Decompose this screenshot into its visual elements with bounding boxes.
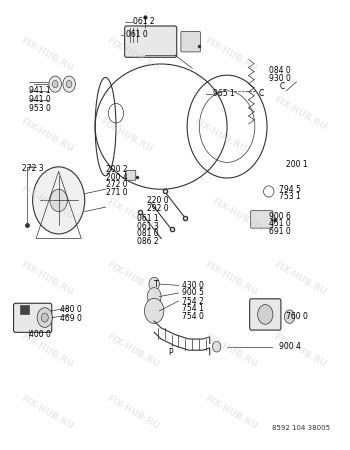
Text: 081 0: 081 0 bbox=[137, 230, 159, 238]
Text: FIX-HUB.RU: FIX-HUB.RU bbox=[19, 394, 74, 432]
Text: 200 1: 200 1 bbox=[286, 160, 308, 169]
Text: 400 0: 400 0 bbox=[29, 330, 51, 339]
Text: 430 0: 430 0 bbox=[182, 281, 204, 290]
FancyBboxPatch shape bbox=[181, 32, 200, 52]
Circle shape bbox=[33, 167, 85, 234]
Text: FIX-HUB.RU: FIX-HUB.RU bbox=[203, 332, 258, 369]
Circle shape bbox=[41, 313, 48, 322]
Circle shape bbox=[145, 298, 164, 324]
Text: FIX-HUB.RU: FIX-HUB.RU bbox=[106, 260, 161, 297]
Circle shape bbox=[147, 288, 161, 306]
Text: 451 0: 451 0 bbox=[269, 219, 290, 228]
Text: FIX-HUB.RU: FIX-HUB.RU bbox=[106, 394, 161, 432]
Text: FIX-HUB.RU: FIX-HUB.RU bbox=[272, 332, 328, 369]
Text: 469 0: 469 0 bbox=[61, 314, 82, 323]
Text: FIX-HUB.RU: FIX-HUB.RU bbox=[203, 394, 258, 432]
Text: FIX-HUB.RU: FIX-HUB.RU bbox=[19, 117, 74, 154]
Text: 061 2: 061 2 bbox=[133, 17, 155, 26]
Text: 292 0: 292 0 bbox=[147, 203, 169, 212]
Text: 794 5: 794 5 bbox=[279, 184, 301, 194]
Text: 941 0: 941 0 bbox=[29, 95, 51, 104]
Text: 965 1: 965 1 bbox=[213, 90, 235, 99]
Text: 930 0: 930 0 bbox=[269, 74, 290, 83]
Text: 900 4: 900 4 bbox=[279, 342, 301, 351]
Text: 272 3: 272 3 bbox=[22, 164, 44, 173]
Text: 272 0: 272 0 bbox=[106, 180, 127, 189]
Text: FIX-HUB.RU: FIX-HUB.RU bbox=[106, 332, 161, 369]
Text: FIX-HUB.RU: FIX-HUB.RU bbox=[19, 332, 74, 369]
Circle shape bbox=[212, 341, 221, 352]
Text: 220 0: 220 0 bbox=[147, 196, 169, 205]
Text: 200 2: 200 2 bbox=[106, 165, 127, 174]
Text: 271 0: 271 0 bbox=[106, 188, 127, 197]
Text: FIX-HUB.RU: FIX-HUB.RU bbox=[19, 36, 74, 74]
Circle shape bbox=[37, 308, 52, 328]
FancyBboxPatch shape bbox=[14, 303, 52, 333]
Circle shape bbox=[258, 305, 273, 324]
Text: 061 1: 061 1 bbox=[137, 214, 159, 223]
Text: P: P bbox=[168, 348, 173, 357]
Text: 953 0: 953 0 bbox=[29, 104, 51, 113]
Text: FIX-HUB.RU: FIX-HUB.RU bbox=[272, 94, 328, 132]
FancyBboxPatch shape bbox=[125, 26, 177, 57]
Text: C: C bbox=[279, 82, 285, 91]
Circle shape bbox=[285, 310, 295, 324]
Circle shape bbox=[49, 76, 62, 92]
Text: 061 3: 061 3 bbox=[137, 222, 159, 231]
Text: 760 0: 760 0 bbox=[286, 312, 308, 321]
FancyBboxPatch shape bbox=[250, 299, 281, 330]
Text: FIX-HUB.RU: FIX-HUB.RU bbox=[106, 36, 161, 74]
Text: 900 5: 900 5 bbox=[182, 288, 204, 297]
Text: FIX-HUB.RU: FIX-HUB.RU bbox=[19, 184, 74, 221]
Text: 8592 104 38005: 8592 104 38005 bbox=[272, 426, 330, 432]
Text: 941 1: 941 1 bbox=[29, 86, 51, 95]
Text: FIX-HUB.RU: FIX-HUB.RU bbox=[272, 260, 328, 297]
Circle shape bbox=[52, 81, 58, 88]
Text: FIX-HUB.RU: FIX-HUB.RU bbox=[203, 260, 258, 297]
Text: 754 2: 754 2 bbox=[182, 297, 204, 306]
Text: FIX-HUB.RU: FIX-HUB.RU bbox=[106, 198, 161, 235]
Text: FIX-HUB.RU: FIX-HUB.RU bbox=[99, 117, 154, 154]
Circle shape bbox=[63, 76, 75, 92]
Text: 754 1: 754 1 bbox=[182, 304, 204, 313]
Text: FIX-HUB.RU: FIX-HUB.RU bbox=[203, 36, 258, 74]
Text: 086 2: 086 2 bbox=[137, 238, 159, 247]
Text: C: C bbox=[258, 89, 264, 98]
Circle shape bbox=[149, 277, 159, 291]
Text: 084 0: 084 0 bbox=[269, 66, 290, 75]
FancyBboxPatch shape bbox=[126, 171, 136, 180]
Text: FIX-HUB.RU: FIX-HUB.RU bbox=[19, 260, 74, 297]
Text: FIX-HUB.RU: FIX-HUB.RU bbox=[193, 117, 248, 154]
Text: FIX-HUB.RU: FIX-HUB.RU bbox=[210, 198, 265, 235]
Text: 900 6: 900 6 bbox=[269, 212, 290, 220]
Text: 200 4: 200 4 bbox=[106, 173, 127, 182]
Text: 480 0: 480 0 bbox=[61, 306, 82, 315]
Bar bbox=[21, 305, 29, 314]
Text: 754 0: 754 0 bbox=[182, 312, 204, 321]
Text: 753 1: 753 1 bbox=[279, 192, 301, 201]
FancyBboxPatch shape bbox=[251, 211, 273, 228]
Circle shape bbox=[50, 189, 67, 212]
Text: T: T bbox=[154, 279, 159, 288]
Text: 061 0: 061 0 bbox=[126, 31, 148, 40]
Circle shape bbox=[66, 81, 72, 88]
Text: 691 0: 691 0 bbox=[269, 227, 290, 236]
